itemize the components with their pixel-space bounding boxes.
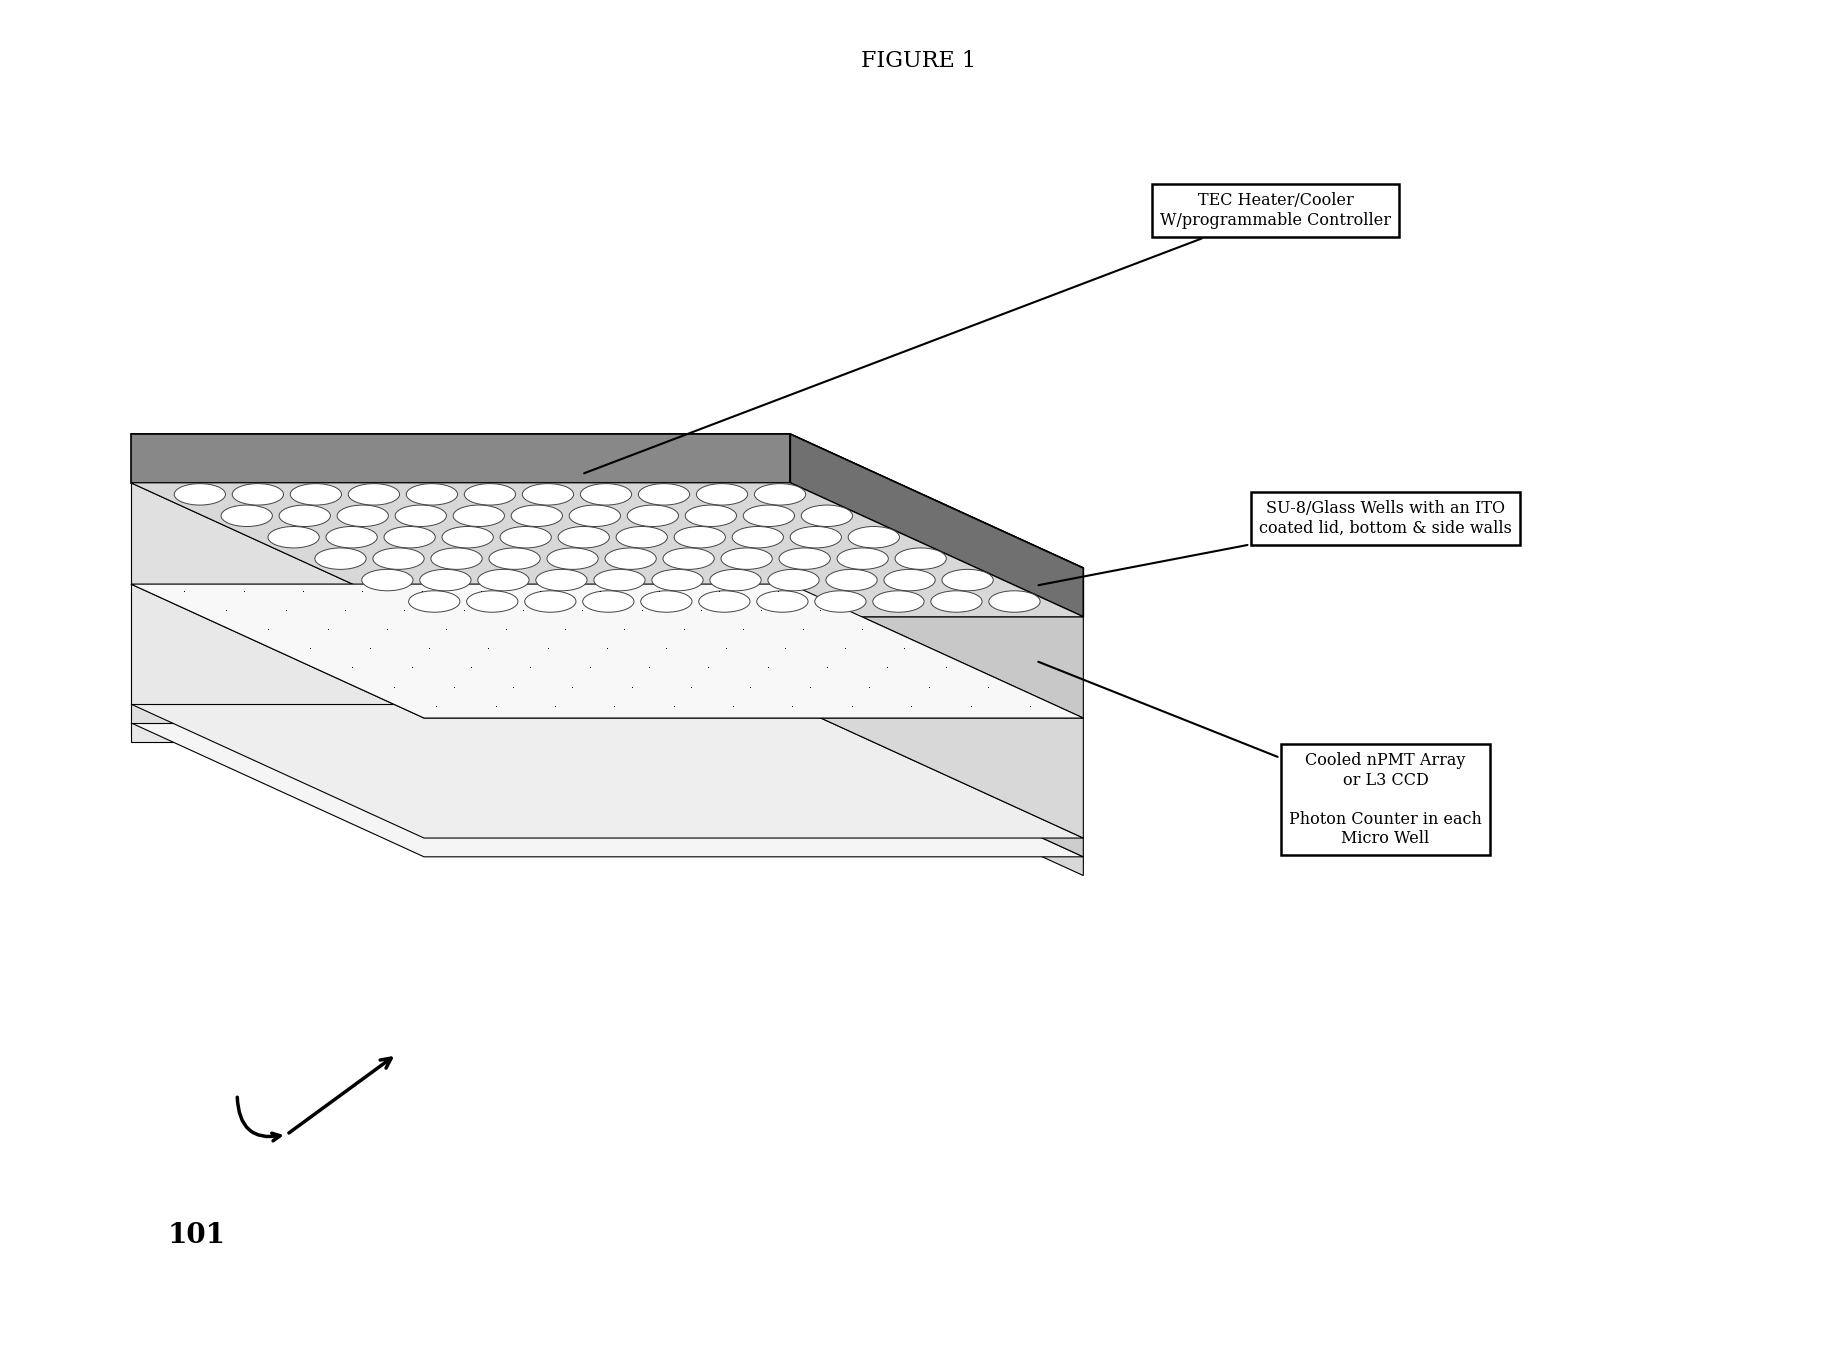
Polygon shape [790,722,1084,876]
Polygon shape [130,722,790,741]
Ellipse shape [408,590,459,612]
Polygon shape [130,584,790,705]
Ellipse shape [663,547,715,569]
Ellipse shape [454,506,505,526]
Ellipse shape [406,484,457,506]
Polygon shape [130,722,1084,857]
Polygon shape [130,483,1084,617]
Ellipse shape [569,506,621,526]
Ellipse shape [580,484,632,506]
Ellipse shape [231,484,283,506]
Polygon shape [790,434,1084,617]
Polygon shape [130,434,790,483]
Ellipse shape [314,547,366,569]
Ellipse shape [827,569,878,590]
Ellipse shape [639,484,689,506]
Polygon shape [130,705,790,722]
Text: FIGURE 1: FIGURE 1 [862,50,975,71]
Polygon shape [790,705,1084,857]
Ellipse shape [652,569,704,590]
Polygon shape [790,483,1084,718]
Ellipse shape [641,590,693,612]
Ellipse shape [816,590,865,612]
Ellipse shape [849,526,900,547]
Ellipse shape [698,590,749,612]
Ellipse shape [373,547,424,569]
Ellipse shape [593,569,645,590]
Ellipse shape [525,590,577,612]
Ellipse shape [489,547,540,569]
Ellipse shape [626,506,678,526]
Ellipse shape [395,506,446,526]
Ellipse shape [838,547,889,569]
Ellipse shape [604,547,656,569]
Ellipse shape [443,526,494,547]
Polygon shape [790,584,1084,838]
Polygon shape [790,434,1084,617]
Ellipse shape [175,484,226,506]
Text: TEC Heater/Cooler
W/programmable Controller: TEC Heater/Cooler W/programmable Control… [584,192,1391,473]
Text: 101: 101 [167,1221,226,1248]
Ellipse shape [500,526,551,547]
Ellipse shape [384,526,435,547]
Ellipse shape [685,506,737,526]
Polygon shape [130,434,1084,568]
Polygon shape [130,483,790,584]
Ellipse shape [220,506,272,526]
Ellipse shape [547,547,599,569]
Ellipse shape [325,526,377,547]
Ellipse shape [755,484,806,506]
Ellipse shape [757,590,808,612]
Ellipse shape [720,547,772,569]
Ellipse shape [733,526,783,547]
Ellipse shape [279,506,331,526]
Ellipse shape [884,569,935,590]
Ellipse shape [779,547,830,569]
Polygon shape [130,434,1084,568]
Ellipse shape [290,484,342,506]
Polygon shape [130,705,1084,838]
Ellipse shape [362,569,413,590]
Ellipse shape [790,526,841,547]
Ellipse shape [931,590,983,612]
Ellipse shape [988,590,1040,612]
Ellipse shape [744,506,795,526]
Ellipse shape [768,569,819,590]
Ellipse shape [511,506,562,526]
Ellipse shape [873,590,924,612]
Ellipse shape [615,526,667,547]
Ellipse shape [709,569,761,590]
Ellipse shape [421,569,470,590]
Ellipse shape [478,569,529,590]
Ellipse shape [268,526,320,547]
Text: Cooled nPMT Array
or L3 CCD

Photon Counter in each
Micro Well: Cooled nPMT Array or L3 CCD Photon Count… [1038,662,1482,847]
Ellipse shape [465,484,516,506]
Ellipse shape [696,484,748,506]
Polygon shape [130,584,1084,718]
Ellipse shape [349,484,399,506]
Text: SU-8/Glass Wells with an ITO
coated lid, bottom & side walls: SU-8/Glass Wells with an ITO coated lid,… [1038,500,1512,585]
Ellipse shape [467,590,518,612]
Ellipse shape [801,506,852,526]
Polygon shape [130,584,1084,718]
Ellipse shape [522,484,573,506]
Ellipse shape [674,526,726,547]
Ellipse shape [895,547,946,569]
Ellipse shape [432,547,481,569]
Ellipse shape [942,569,994,590]
Ellipse shape [558,526,610,547]
Polygon shape [130,483,1084,617]
Ellipse shape [536,569,588,590]
Polygon shape [130,434,790,483]
Ellipse shape [582,590,634,612]
Ellipse shape [338,506,388,526]
